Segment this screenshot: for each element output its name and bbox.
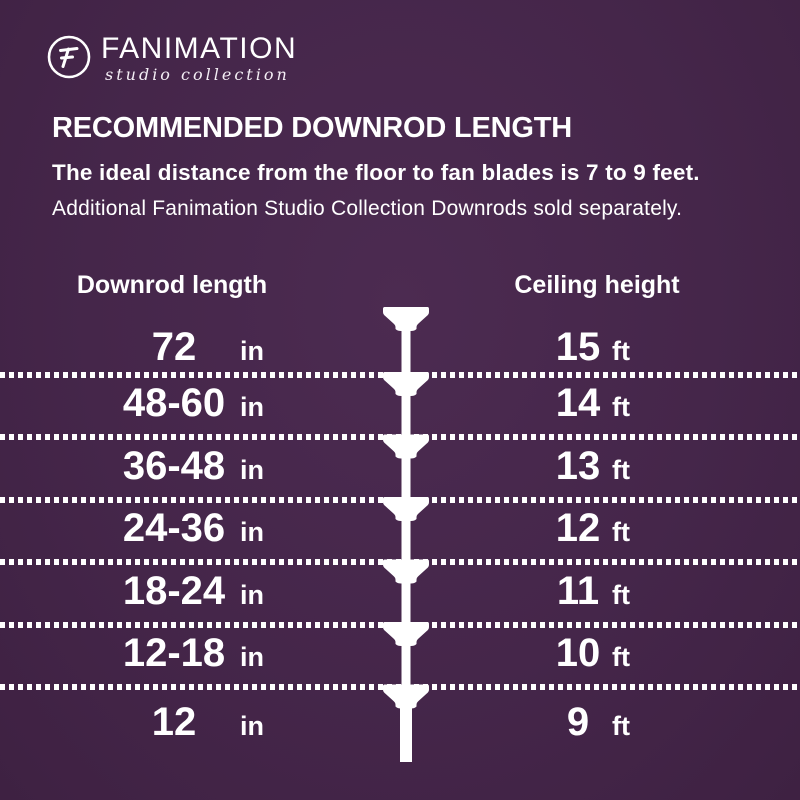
downrod-value: 12 xyxy=(151,700,197,744)
subtitle-ideal-distance: The ideal distance from the floor to fan… xyxy=(52,160,700,185)
ceiling-unit: ft xyxy=(612,711,630,741)
table-row-downrod: 12 in xyxy=(49,697,329,747)
table-row-ceiling: 12 ft xyxy=(453,503,733,553)
ceiling-value: 15 xyxy=(555,325,601,369)
column-header-downrod-length: Downrod length xyxy=(76,271,268,299)
downrod-unit: in xyxy=(240,711,264,741)
downrod-value: 36-48 xyxy=(122,444,226,488)
subtitle-sold-separately: Additional Fanimation Studio Collection … xyxy=(52,197,683,220)
table-row-downrod: 48-60 in xyxy=(49,378,329,428)
table-row-ceiling: 13 ft xyxy=(453,441,733,491)
table-row-ceiling: 14 ft xyxy=(453,378,733,428)
downrod-value: 12-18 xyxy=(122,631,226,675)
ceiling-value: 11 xyxy=(556,569,600,613)
table-row-ceiling: 11 ft xyxy=(453,566,733,616)
brand-tagline: studio collection xyxy=(105,65,290,84)
brand-logo: FANIMATION studio collection xyxy=(46,34,297,84)
ceiling-unit: ft xyxy=(612,336,630,366)
ceiling-value: 12 xyxy=(555,506,601,550)
table-row-ceiling: 10 ft xyxy=(453,628,733,678)
downrod-value: 48-60 xyxy=(122,381,226,425)
ceiling-unit: ft xyxy=(612,642,630,672)
ceiling-unit: ft xyxy=(612,455,630,485)
ceiling-unit: ft xyxy=(612,517,630,547)
ceiling-unit: ft xyxy=(612,580,630,610)
ceiling-value: 9 xyxy=(566,700,590,744)
downrod-value: 24-36 xyxy=(122,506,226,550)
downrod-unit: in xyxy=(240,392,264,422)
table-row-ceiling: 15 ft xyxy=(453,322,733,372)
downrod-unit: in xyxy=(240,455,264,485)
downrod-unit: in xyxy=(240,580,264,610)
ceiling-value: 13 xyxy=(555,444,601,488)
brand-name: FANIMATION xyxy=(101,32,298,65)
downrod-value: 72 xyxy=(151,325,197,369)
brand-text: FANIMATION studio collection xyxy=(101,32,298,85)
page-title: RECOMMENDED DOWNROD LENGTH xyxy=(52,112,573,144)
table-row-downrod: 24-36 in xyxy=(49,503,329,553)
downrod-unit: in xyxy=(240,517,264,547)
ceiling-unit: ft xyxy=(612,392,630,422)
downrod-illustration xyxy=(383,307,429,762)
downrod-unit: in xyxy=(240,642,264,672)
ceiling-value: 14 xyxy=(555,381,601,425)
table-row-downrod: 18-24 in xyxy=(49,566,329,616)
table-row-downrod: 72 in xyxy=(49,322,329,372)
column-header-ceiling-height: Ceiling height xyxy=(514,271,680,299)
fanimation-f-circle-icon xyxy=(47,35,91,79)
ceiling-value: 10 xyxy=(555,631,601,675)
table-row-ceiling: 9 ft xyxy=(453,697,733,747)
table-row-downrod: 36-48 in xyxy=(49,441,329,491)
downrod-unit: in xyxy=(240,336,264,366)
table-row-downrod: 12-18 in xyxy=(49,628,329,678)
downrod-value: 18-24 xyxy=(122,569,226,613)
